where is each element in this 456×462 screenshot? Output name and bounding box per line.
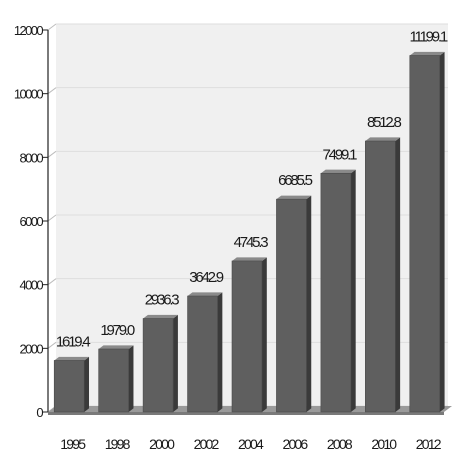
bar-top — [409, 51, 445, 56]
y-tick-label: 4000 — [19, 278, 43, 293]
bar-top — [54, 356, 90, 361]
bar — [320, 172, 352, 413]
gridline-depth — [47, 341, 57, 349]
gridline-depth — [47, 214, 57, 222]
bar-top — [187, 292, 223, 297]
y-tick-label: 10000 — [14, 87, 44, 102]
x-tick-label: 2008 — [327, 436, 353, 452]
y-tick-label: 2000 — [19, 341, 43, 356]
bar-side — [350, 169, 356, 412]
bar-side — [217, 292, 223, 412]
bar-side — [306, 195, 312, 412]
gridline-depth — [47, 87, 57, 95]
bar-top — [276, 195, 312, 200]
gridline-depth — [47, 23, 57, 31]
x-tick-labels: 1995 1998 2000 2002 2004 2006 2008 2010 2012 — [60, 436, 443, 452]
bars — [53, 51, 445, 413]
data-label: 6685.5 — [278, 172, 313, 189]
bar-top — [232, 257, 267, 261]
bar — [231, 260, 263, 413]
bar — [53, 360, 85, 413]
x-tick-label: 1998 — [105, 436, 131, 452]
x-tick-label: 2006 — [282, 436, 308, 452]
y-axis — [43, 29, 49, 413]
bar-top — [320, 169, 356, 174]
bar — [365, 140, 396, 413]
bar-side — [84, 356, 90, 412]
bar-top — [98, 345, 134, 350]
bar — [276, 198, 307, 413]
x-tick-label: 2010 — [371, 436, 397, 452]
bar-side — [173, 314, 178, 412]
gridline-depth — [47, 278, 57, 286]
x-tick-label: 2002 — [194, 436, 220, 452]
y-tick-label: 8000 — [19, 150, 43, 165]
bar — [409, 55, 441, 413]
bar-top — [365, 137, 401, 142]
y-tick-label: 12000 — [14, 23, 44, 38]
data-label: 2936.3 — [145, 292, 180, 309]
x-tick-label: 2000 — [149, 436, 175, 452]
y-tick-label: 6000 — [19, 214, 43, 229]
data-label: 1979.0 — [100, 322, 135, 339]
y-tick-labels: 0 2000 4000 6000 8000 10000 12000 — [14, 23, 45, 420]
data-label: 1619.4 — [56, 333, 91, 350]
gridline-depth — [47, 150, 57, 158]
data-labels: 1619.4 1979.0 2936.3 3642.9 4745.3 6685.5 7499… — [56, 28, 450, 350]
floor-edge — [48, 412, 444, 415]
x-tick-label: 2012 — [416, 436, 442, 452]
bar — [187, 295, 218, 413]
data-label: 4745.3 — [234, 234, 269, 251]
data-label: 3642.9 — [189, 269, 224, 286]
bar — [98, 348, 129, 413]
y-tick-label: 0 — [36, 405, 43, 420]
data-label: 8512.8 — [367, 114, 402, 131]
bar-top — [143, 314, 178, 319]
bar-side — [128, 345, 134, 412]
bar-side — [439, 51, 445, 412]
x-tick-label: 1995 — [60, 436, 86, 452]
data-label: 11199.1 — [409, 28, 447, 45]
bar-side — [395, 137, 401, 413]
x-tick-label: 2004 — [238, 436, 264, 452]
bar — [142, 318, 174, 413]
bar-side — [262, 257, 267, 412]
data-label: 7499.1 — [323, 146, 358, 163]
